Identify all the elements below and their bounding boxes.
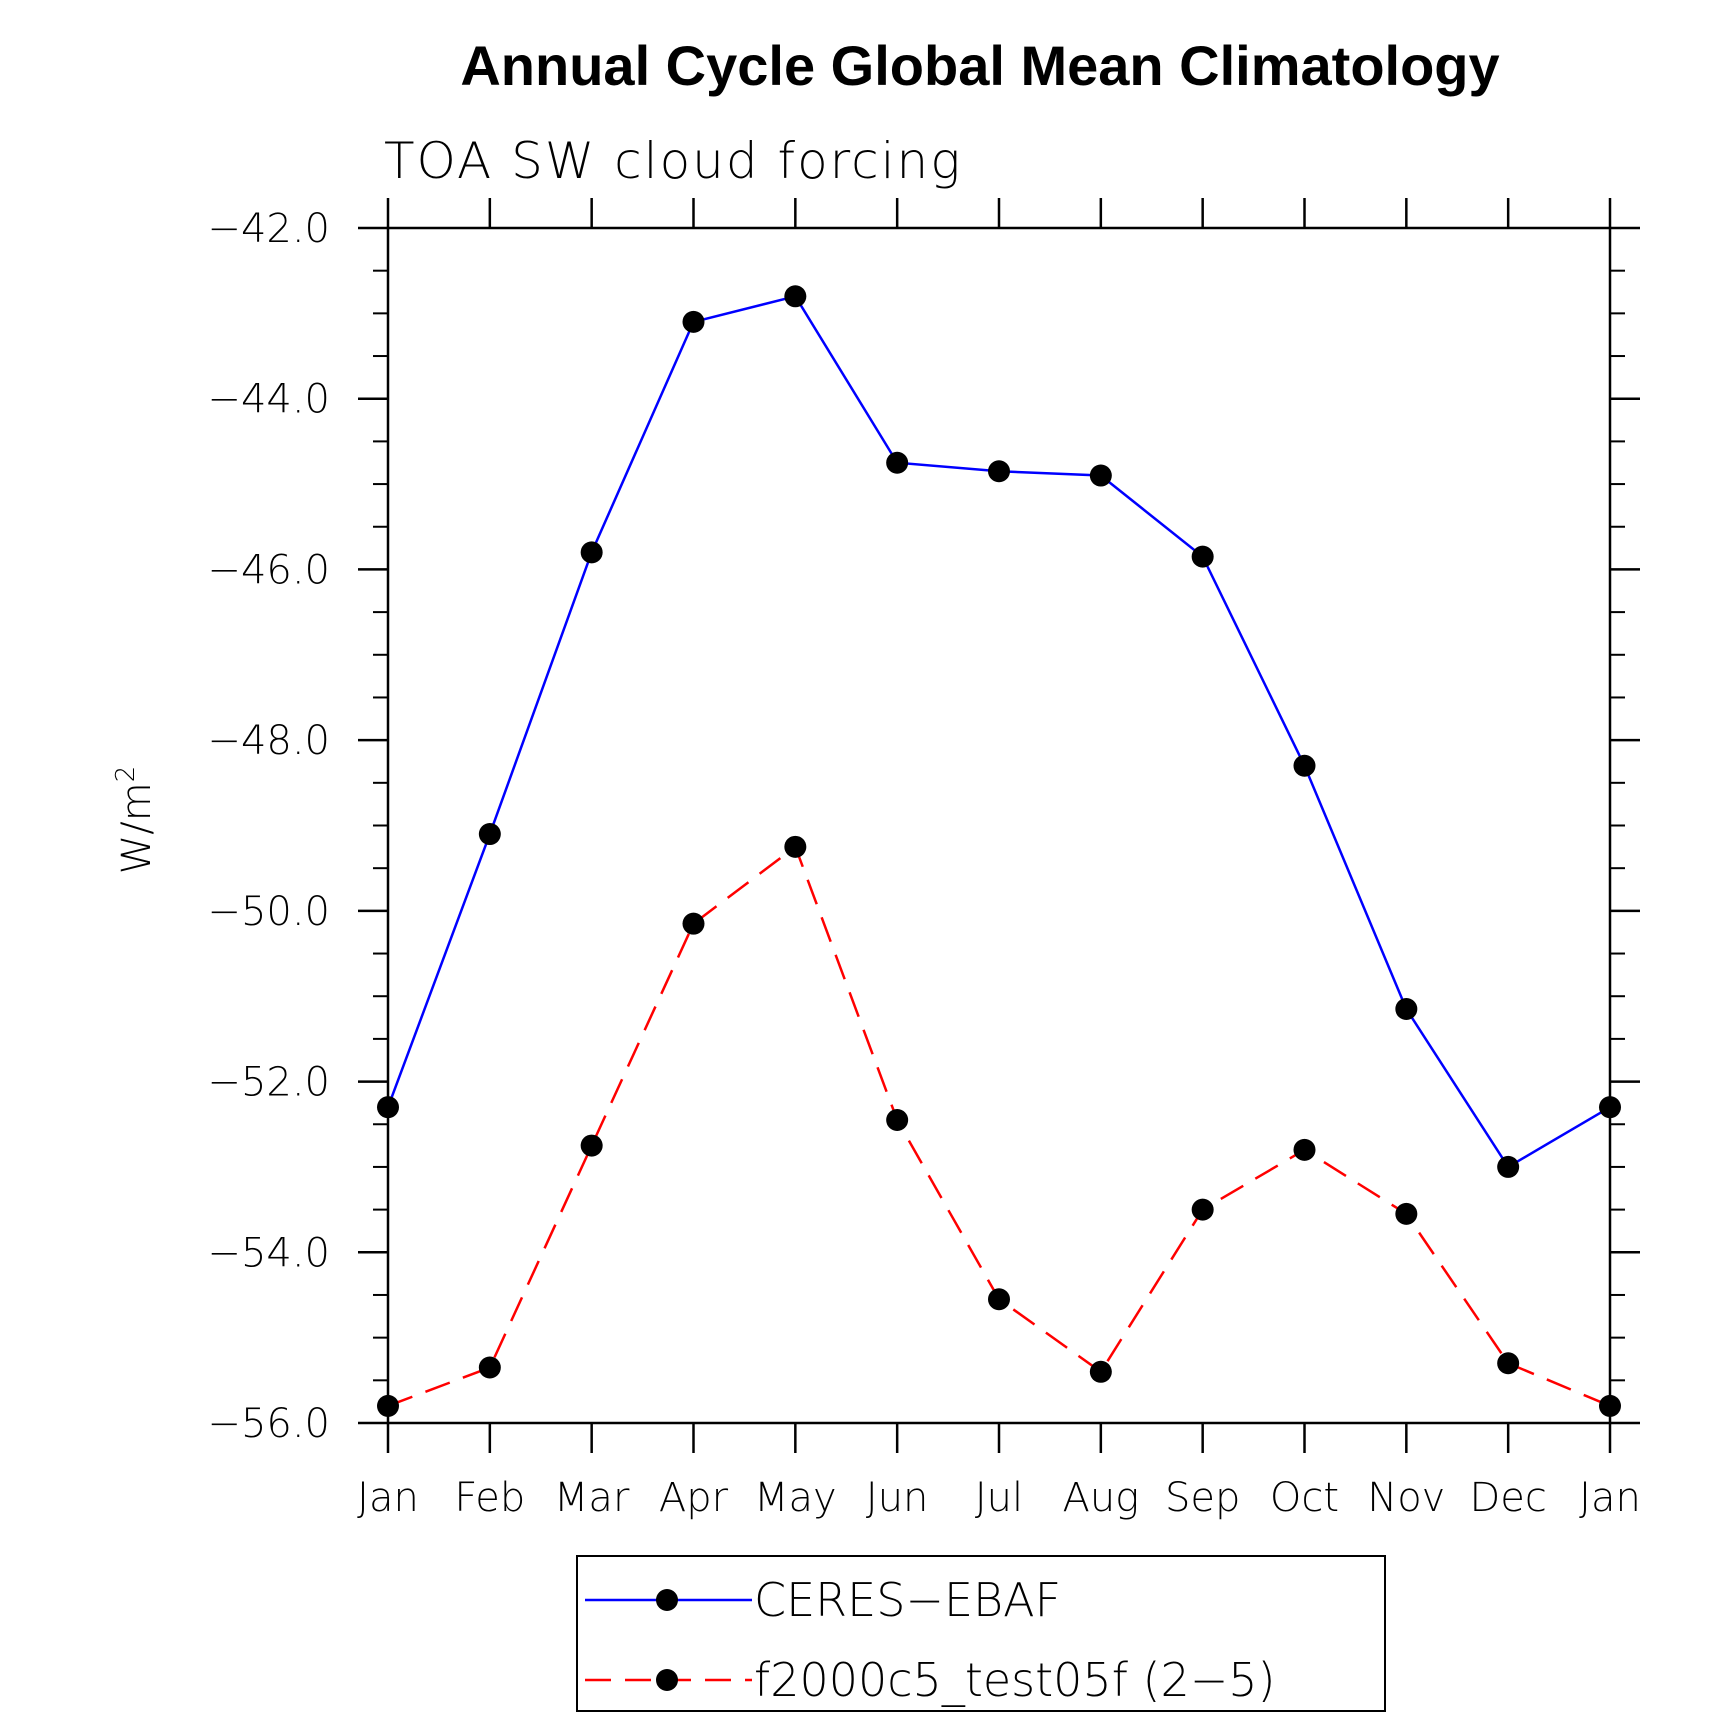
chart-subtitle: TOA SW cloud forcing (384, 132, 962, 190)
data-point (478, 1356, 501, 1379)
data-point (988, 1288, 1010, 1311)
y-tick-label: −56.0 (207, 1401, 330, 1447)
data-point (886, 451, 909, 474)
data-point (1089, 464, 1112, 487)
y-tick-label: −54.0 (207, 1230, 330, 1276)
series-line (386, 294, 1611, 1169)
data-point (1497, 1155, 1520, 1178)
plot-area: −42.0 −44.0 −46.0 −48.0 −50.0 −52.0 −54.0 −56.0… (207, 198, 1641, 1521)
x-tick-label: Mar (554, 1475, 630, 1521)
y-axis-label: W/m2 (111, 766, 160, 875)
data-point (1395, 998, 1418, 1021)
legend-marker (656, 1589, 678, 1611)
data-point (478, 823, 501, 846)
data-point (682, 310, 705, 333)
x-tick-label: Jan (1579, 1475, 1641, 1521)
x-tick-label: May (754, 1475, 837, 1521)
data-point (1293, 1138, 1316, 1161)
data-point (377, 1096, 399, 1119)
data-point (886, 1108, 909, 1131)
data-point (1599, 1394, 1621, 1417)
x-tick-label: Aug (1062, 1475, 1139, 1521)
legend: CERES−EBAF f2000c5_test05f (2−5) (576, 1555, 1386, 1712)
y-tick-label: −48.0 (207, 718, 330, 764)
y-tick-label: −44.0 (207, 377, 330, 423)
data-point (784, 285, 807, 308)
x-tick-label: Nov (1367, 1475, 1445, 1521)
svg-text:W/m2: W/m2 (111, 766, 160, 875)
data-point (377, 1394, 399, 1417)
data-point (1599, 1096, 1621, 1119)
data-point (1191, 1198, 1214, 1221)
x-tick-label: Feb (454, 1475, 525, 1521)
x-tick-label: Sep (1165, 1475, 1240, 1521)
data-point (1089, 1360, 1112, 1383)
legend-entry-label: CERES−EBAF (754, 1573, 1061, 1627)
y-tick-label: −42.0 (207, 206, 330, 252)
y-axis-label-text: W/m (114, 782, 160, 874)
x-tick-label: Dec (1469, 1475, 1546, 1521)
data-point (1497, 1352, 1520, 1375)
x-tick-label: Jan (357, 1475, 419, 1521)
x-tick-label: Apr (659, 1475, 729, 1521)
legend-entry-label: f2000c5_test05f (2−5) (754, 1653, 1275, 1707)
data-point (1191, 545, 1214, 568)
data-point (1395, 1202, 1418, 1225)
legend-marker (656, 1669, 678, 1691)
chart-title: Annual Cycle Global Mean Climatology (460, 34, 1499, 97)
data-point (784, 835, 807, 858)
y-tick-label: −46.0 (207, 547, 330, 593)
data-point (580, 1134, 603, 1157)
y-axis-label-superscript: 2 (111, 766, 141, 783)
data-point (988, 460, 1010, 483)
y-tick-label: −52.0 (207, 1060, 330, 1106)
x-tick-label: Oct (1270, 1475, 1339, 1521)
x-tick-label: Jul (975, 1475, 1023, 1521)
series-line (387, 844, 1611, 1408)
y-tick-label: −50.0 (207, 889, 330, 935)
legend-box (576, 1555, 1386, 1712)
data-point (580, 541, 603, 564)
x-tick-label: Jun (866, 1475, 929, 1521)
data-point (682, 912, 705, 935)
data-point (1293, 754, 1316, 777)
